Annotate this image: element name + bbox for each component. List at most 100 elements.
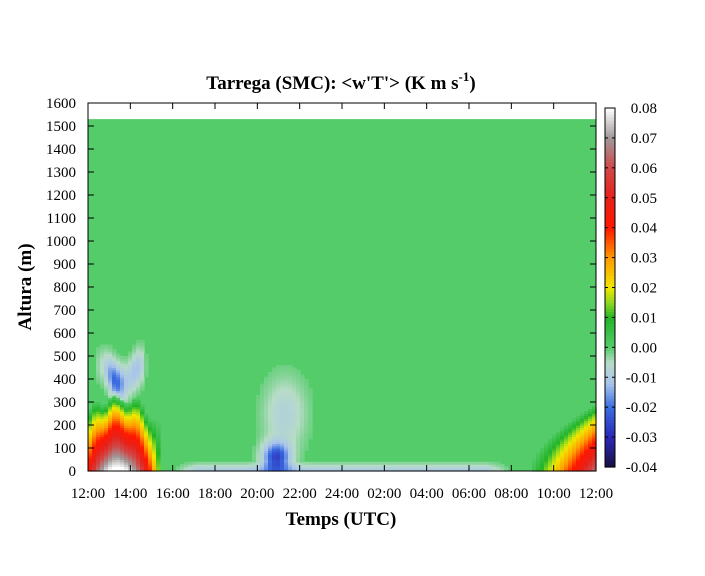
heatmap-cell <box>280 461 285 465</box>
heatmap-cell <box>120 379 125 382</box>
heatmap-cell <box>108 392 113 396</box>
heatmap-cell <box>148 425 153 428</box>
heatmap-cell <box>260 461 265 465</box>
heatmap-cell <box>272 369 277 373</box>
heatmap-cell <box>96 468 101 472</box>
heatmap-cell <box>568 422 573 426</box>
heatmap-cell <box>116 436 121 440</box>
heatmap-cell <box>264 397 269 401</box>
heatmap-cell <box>400 461 405 465</box>
heatmap-cell <box>436 464 441 467</box>
heatmap-cell <box>148 468 153 472</box>
heatmap-cell <box>124 390 129 394</box>
heatmap-cell <box>120 381 125 385</box>
heatmap-cell <box>276 415 281 419</box>
heatmap-cell <box>260 464 265 467</box>
heatmap-cell <box>364 461 369 465</box>
heatmap-cell <box>156 429 161 433</box>
heatmap-cell <box>556 441 561 444</box>
heatmap-cell <box>592 445 597 449</box>
heatmap-cell <box>96 369 101 373</box>
heatmap-cell <box>284 402 289 405</box>
y-tick-label: 700 <box>54 303 77 319</box>
colorbar-segment <box>605 245 615 250</box>
heatmap-cell <box>120 408 125 412</box>
heatmap-cell <box>288 381 293 385</box>
heatmap-cell <box>372 466 377 470</box>
heatmap-cell <box>136 362 141 366</box>
heatmap-cell <box>260 420 265 424</box>
heatmap-cell <box>156 434 161 438</box>
heatmap-cell <box>588 438 593 442</box>
heatmap-cell <box>448 464 453 467</box>
heatmap-cell <box>116 445 121 449</box>
heatmap-cell <box>152 441 157 444</box>
heatmap-cell <box>244 466 249 470</box>
heatmap-cell <box>260 429 265 433</box>
heatmap-cell <box>112 381 117 385</box>
heatmap-cell <box>244 461 249 465</box>
heatmap-cell <box>252 454 257 458</box>
heatmap-cell <box>276 383 281 387</box>
heatmap-cell <box>276 404 281 408</box>
heatmap-cell <box>288 466 293 470</box>
heatmap-cell <box>276 392 281 396</box>
heatmap-cell <box>280 408 285 412</box>
heatmap-cell <box>88 450 93 454</box>
heatmap-cell <box>584 420 589 424</box>
heatmap-cell <box>108 385 113 389</box>
heatmap-cell <box>120 427 125 431</box>
heatmap-cell <box>548 441 553 444</box>
heatmap-cell <box>108 422 113 426</box>
heatmap-cell <box>144 365 149 369</box>
heatmap-cell <box>292 415 297 419</box>
heatmap-cell <box>256 427 261 431</box>
heatmap-cell <box>556 438 561 442</box>
heatmap-cell <box>144 434 149 438</box>
heatmap-cell <box>116 404 121 408</box>
heatmap-cell <box>556 436 561 440</box>
heatmap-cell <box>100 383 105 387</box>
heatmap-cell <box>296 374 301 378</box>
heatmap-cell <box>296 422 301 426</box>
heatmap-cell <box>300 438 305 442</box>
heatmap-cell <box>404 464 409 467</box>
heatmap-cell <box>184 466 189 470</box>
colorbar-segment <box>605 236 615 241</box>
heatmap-cell <box>360 461 365 465</box>
heatmap-cell <box>144 360 149 364</box>
heatmap-cell <box>124 454 129 458</box>
heatmap-cell <box>136 441 141 444</box>
heatmap-cell <box>140 434 145 438</box>
heatmap-cell <box>348 461 353 465</box>
heatmap-cell <box>264 443 269 447</box>
heatmap-cell <box>128 367 133 371</box>
heatmap-cell <box>272 448 277 451</box>
heatmap-cell <box>92 408 97 412</box>
heatmap-cell <box>272 429 277 433</box>
heatmap-cell <box>132 431 137 435</box>
heatmap-cell <box>128 356 133 359</box>
colorbar-segment <box>605 266 615 271</box>
heatmap-cell <box>232 466 237 470</box>
heatmap-cell <box>92 411 97 415</box>
heatmap-cell <box>300 443 305 447</box>
heatmap-cell <box>556 464 561 467</box>
heatmap-cell <box>548 454 553 458</box>
heatmap-cell <box>96 372 101 375</box>
y-tick-label: 600 <box>54 326 77 342</box>
heatmap-cell <box>100 431 105 435</box>
heatmap-cell <box>584 443 589 447</box>
heatmap-cell <box>144 459 149 463</box>
heatmap-cell <box>88 418 93 421</box>
heatmap-cell <box>300 399 305 403</box>
heatmap-cell <box>104 376 109 380</box>
heatmap-cell <box>136 459 141 463</box>
heatmap-cell <box>584 450 589 454</box>
heatmap-cell <box>284 399 289 403</box>
heatmap-cell <box>300 425 305 428</box>
heatmap-cell <box>128 390 133 394</box>
heatmap-cell <box>560 431 565 435</box>
heatmap-cell <box>148 434 153 438</box>
heatmap-cell <box>136 418 141 421</box>
